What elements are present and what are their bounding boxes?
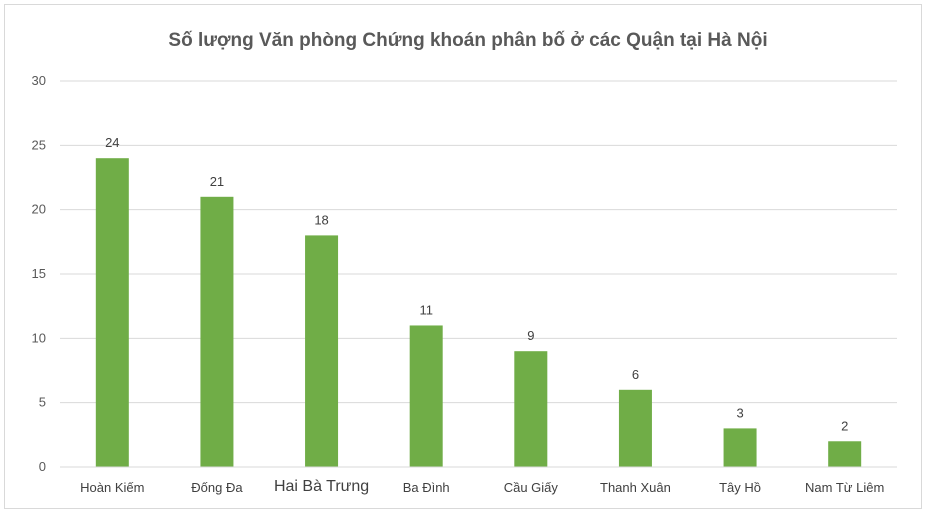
bars — [95, 158, 862, 468]
y-tick-label: 25 — [32, 137, 46, 152]
gridlines — [60, 80, 897, 468]
x-tick-label: Ba Đình — [403, 480, 450, 495]
chart-frame — [4, 4, 922, 509]
x-tick-label: Cầu Giấy — [504, 480, 559, 495]
data-label: 11 — [419, 302, 433, 317]
x-tick-label: Thanh Xuân — [600, 480, 671, 495]
data-label: 24 — [105, 135, 119, 150]
bar — [828, 441, 862, 467]
x-tick-label: Hai Bà Trưng — [274, 478, 369, 495]
bar — [95, 158, 129, 467]
y-tick-label: 30 — [32, 73, 46, 88]
data-label: 18 — [314, 212, 328, 227]
y-axis: 0 5 10 15 20 25 30 — [32, 73, 46, 474]
y-tick-label: 5 — [39, 395, 46, 410]
data-labels: 24 21 18 11 9 6 3 2 — [105, 135, 848, 433]
x-axis: Hoàn Kiếm Đống Đa Hai Bà Trưng Ba Đình Cầu G… — [60, 466, 897, 495]
bar — [409, 325, 443, 467]
bar — [514, 351, 548, 467]
data-label: 21 — [210, 174, 224, 189]
data-label: 6 — [632, 367, 639, 382]
bar — [200, 196, 234, 468]
y-tick-label: 20 — [32, 202, 46, 217]
x-tick-label: Đống Đa — [191, 480, 243, 495]
bar — [723, 428, 757, 467]
y-tick-label: 15 — [32, 266, 46, 281]
data-label: 3 — [736, 405, 743, 420]
y-tick-label: 0 — [39, 459, 46, 474]
y-tick-label: 10 — [32, 330, 46, 345]
bar — [618, 389, 652, 467]
data-label: 2 — [841, 418, 848, 433]
chart-title: Số lượng Văn phòng Chứng khoán phân bố ở… — [168, 30, 768, 51]
data-label: 9 — [527, 328, 534, 343]
x-tick-label: Nam Từ Liêm — [805, 480, 884, 495]
x-tick-label: Hoàn Kiếm — [80, 480, 144, 495]
x-tick-label: Tây Hồ — [719, 480, 761, 495]
bar — [305, 235, 339, 467]
